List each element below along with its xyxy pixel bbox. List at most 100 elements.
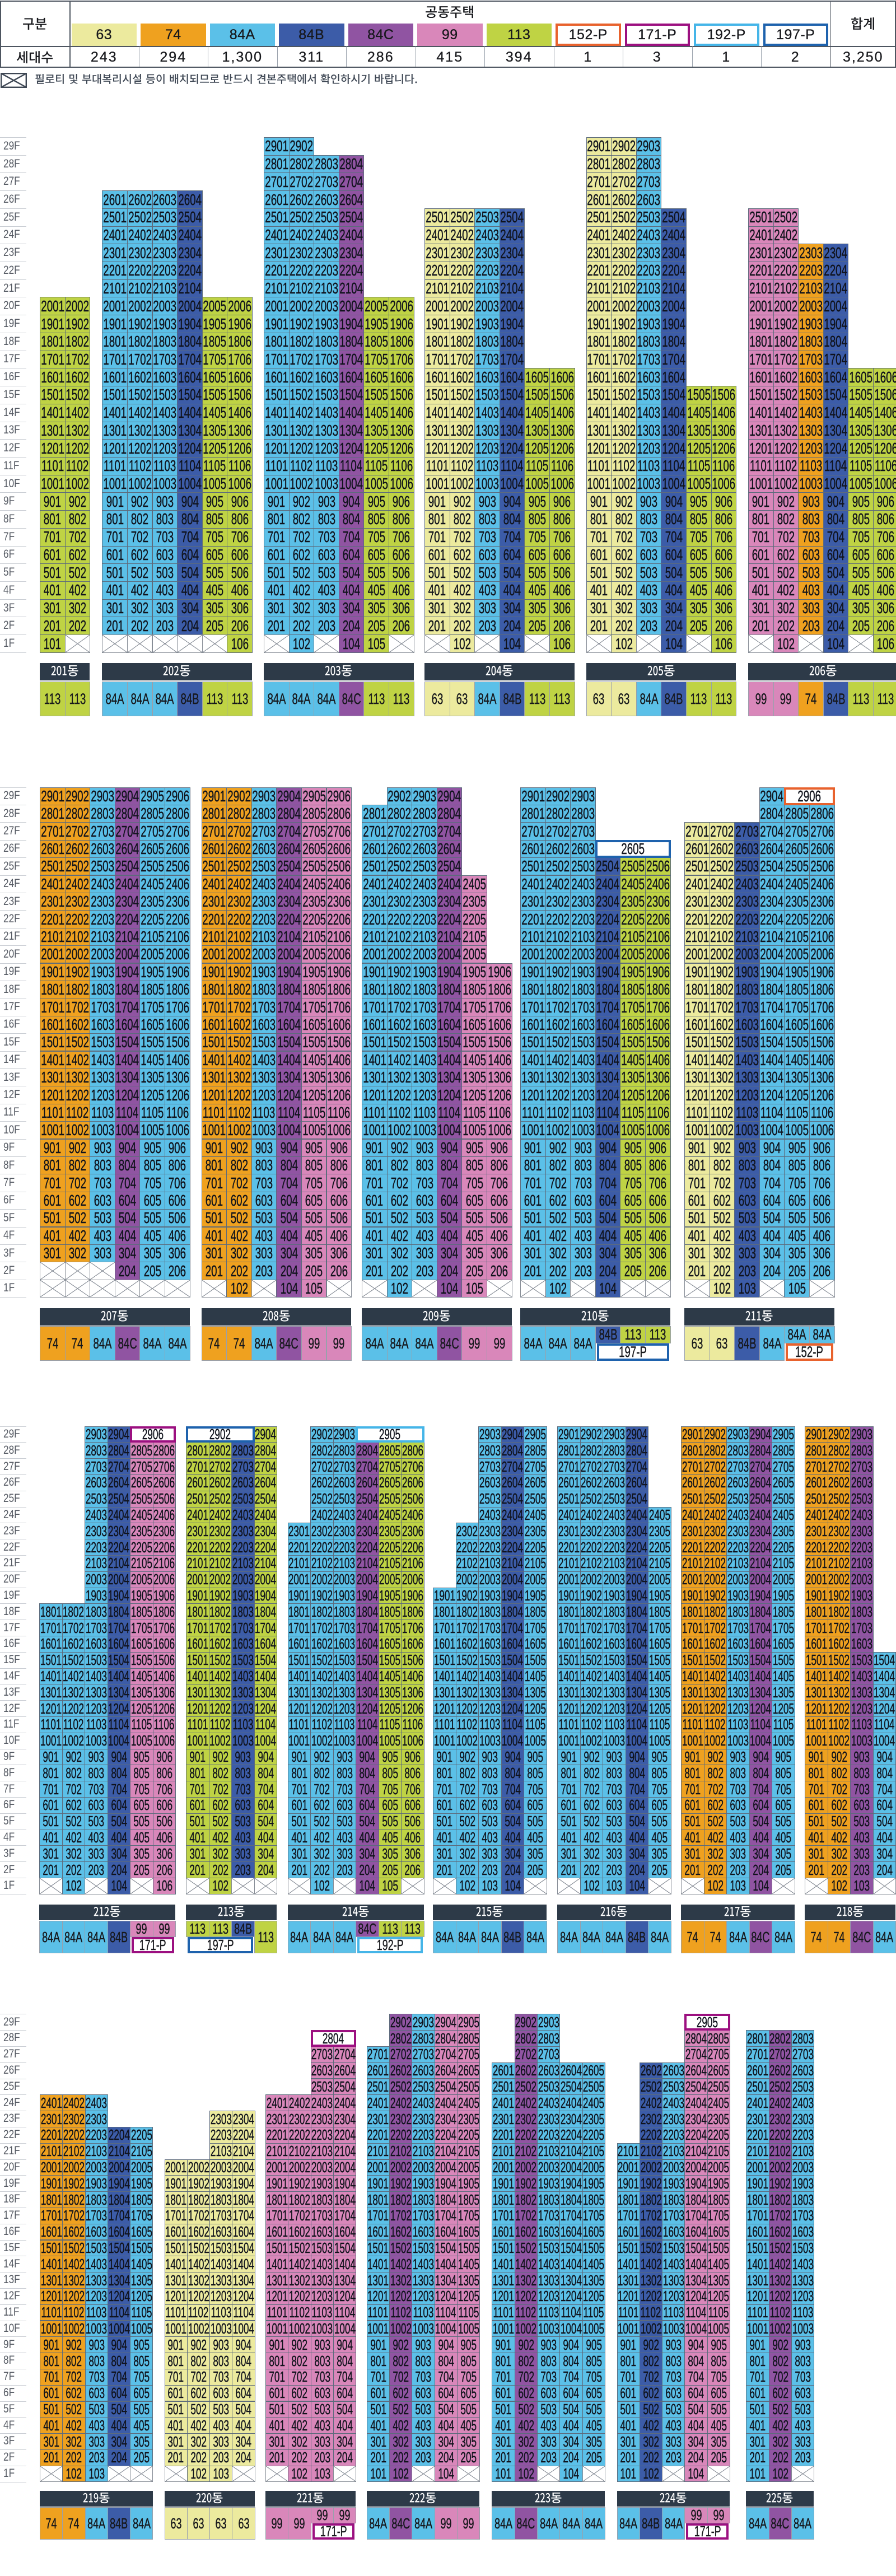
unit-cell: 903 [333, 1749, 357, 1766]
unit-cell: 1201 [40, 1086, 66, 1104]
unit-number: 1302 [612, 422, 636, 440]
unit-cell: 1404 [115, 1051, 141, 1069]
unit-number: 703 [478, 528, 496, 546]
unit-number: 103 [606, 1877, 622, 1894]
unit-number: 1604 [108, 1635, 129, 1653]
ptype-box-label: 152-P [796, 1343, 824, 1361]
unit-cell: 1303 [734, 1068, 760, 1086]
unit-number: 2204 [662, 262, 685, 279]
unit-cell: 1702 [62, 1620, 86, 1636]
unit-cell: 801 [557, 1765, 581, 1781]
unit-number: 805 [466, 1156, 483, 1174]
unit-cell: 401 [264, 581, 290, 600]
unit-number: 2304 [596, 893, 620, 911]
unit-cell: 2302 [456, 1523, 479, 1539]
type-cell-113: 113 [363, 682, 389, 716]
unit-cell: 306 [227, 599, 253, 618]
unit-number: 1006 [153, 1732, 175, 1749]
unit-cell: 2703 [85, 1458, 108, 1475]
type-cell-label: 113 [624, 1326, 641, 1343]
unit-number: 2606 [327, 840, 351, 858]
unit-cell: 2303 [231, 1523, 255, 1539]
unit-cell: 203 [251, 1262, 277, 1280]
unit-cell: 1501 [557, 1652, 581, 1669]
unit-cell: 704 [595, 1174, 621, 1192]
unit-cell: 706 [549, 528, 575, 547]
unit-cell: 404 [759, 1227, 785, 1245]
unit-number: 2003 [334, 1571, 355, 1588]
unit-cell: 803 [478, 1765, 502, 1781]
pilotis-cell [40, 1280, 66, 1298]
floor-label-27F: 27F [3, 822, 26, 839]
unit-cell: 1402 [773, 404, 799, 422]
unit-cell: 406 [389, 581, 414, 600]
unit-number: 502 [549, 1209, 567, 1227]
unit-cell: 102 [580, 1878, 604, 1894]
unit-number: 605 [466, 1192, 483, 1210]
unit-cell: 201 [433, 1861, 456, 1878]
unit-cell: 1002 [611, 475, 637, 493]
unit-number: 803 [88, 1765, 104, 1782]
unit-number: 705 [144, 1174, 161, 1192]
unit-cell: 1505 [784, 1033, 810, 1051]
unit-number: 1203 [86, 1700, 107, 1718]
unit-number: 502 [230, 1209, 248, 1227]
unit-number: 2402 [227, 875, 251, 893]
unit-number: 2902 [581, 1426, 602, 1443]
unit-number: 803 [802, 510, 819, 528]
unit-cell: 1602 [545, 1016, 571, 1034]
unit-cell: 2103 [636, 279, 662, 298]
unit-number: 303 [94, 1244, 111, 1262]
unit-cell: 1103 [314, 457, 339, 475]
unit-cell: 701 [39, 1781, 63, 1798]
unit-cell: 604 [108, 1797, 131, 1814]
unit-number: 1306 [153, 1684, 175, 1701]
unit-cell: 2504 [177, 208, 203, 227]
unit-number: 206 [491, 1262, 508, 1280]
unit-number: 901 [590, 493, 608, 511]
unit-number: 1105 [850, 457, 872, 475]
unit-number: 2004 [626, 1571, 647, 1588]
unit-number: 1303 [253, 1068, 276, 1086]
unit-cell: 2605 [379, 1474, 402, 1491]
unit-number: 2006 [153, 1571, 175, 1588]
unit-number: 1502 [456, 1651, 478, 1669]
unit-number: 1301 [187, 1684, 208, 1701]
unit-cell: 2304 [759, 893, 785, 911]
unit-number: 2103 [637, 279, 661, 297]
unit-number: 2701 [558, 1458, 580, 1476]
unit-number: 1802 [581, 1603, 602, 1621]
unit-number: 1405 [849, 404, 872, 422]
unit-number: 1706 [646, 998, 670, 1016]
unit-number: 2202 [311, 1539, 333, 1556]
unit-cell: 203 [85, 1861, 108, 1878]
unit-cell: 1305 [363, 422, 389, 440]
unit-cell: 803 [231, 1765, 255, 1781]
unit-number: 1205 [687, 440, 711, 458]
unit-number: 2005 [463, 945, 486, 963]
unit-cell: 701 [433, 1781, 456, 1798]
unit-number: 1604 [502, 1635, 523, 1653]
unit-cell: 1305 [130, 1684, 153, 1701]
unit-number: 2401 [202, 875, 226, 893]
unit-cell: 406 [165, 1227, 190, 1245]
unit-cell: 1203 [90, 1086, 115, 1104]
type-cell-99: 99 [130, 1921, 153, 1937]
unit-number: 303 [235, 1845, 251, 1863]
unit-cell: 1905 [379, 1588, 402, 1604]
unit-number: 1903 [479, 1587, 501, 1604]
unit-number: 905 [529, 493, 546, 511]
unit-number: 905 [305, 1139, 323, 1157]
unit-cell: 2001 [186, 1571, 209, 1588]
unit-number: 2805 [141, 805, 164, 823]
type-cell-label: 113 [231, 690, 248, 708]
unit-number: 1402 [209, 1668, 231, 1685]
unit-cell: 2503 [90, 857, 115, 875]
unit-number: 1602 [456, 1635, 478, 1653]
unit-cell: 2303 [333, 1523, 357, 1539]
unit-number: 2006 [327, 945, 351, 963]
unit-cell: 2903 [570, 787, 596, 805]
floor-label-text: 22F [3, 912, 20, 926]
unit-cell: 2005 [620, 945, 646, 963]
floor-label-text: 15F [3, 1653, 20, 1667]
